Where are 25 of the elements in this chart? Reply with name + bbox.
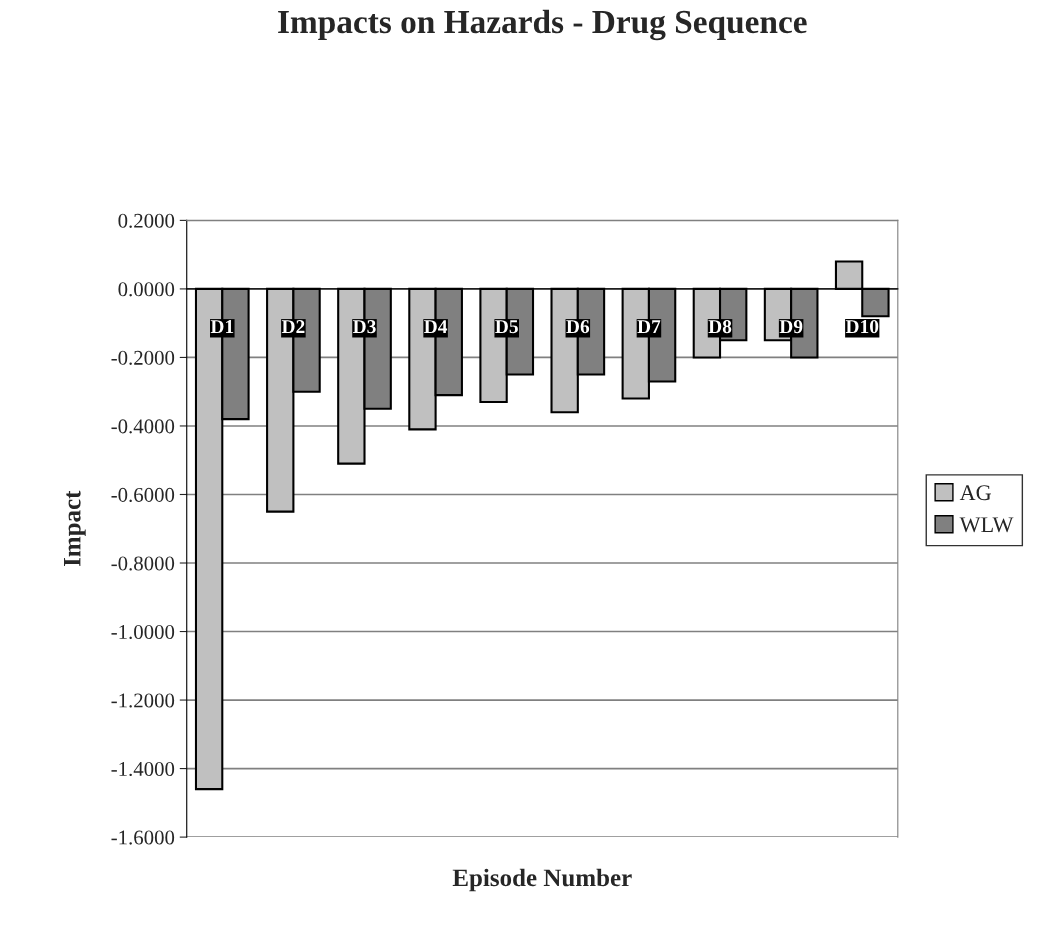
legend-label: WLW [959, 517, 1014, 533]
x-tick-label: D1 [210, 320, 234, 333]
y-tick-label: -0.6000 [111, 487, 175, 503]
x-tick-label: D8 [708, 320, 732, 334]
x-tick-label: D7 [637, 320, 661, 333]
x-axis-title: Episode Number [452, 868, 632, 892]
y-tick-label: -1.0000 [111, 624, 175, 640]
x-tick-label: D4 [424, 320, 448, 333]
x-tick-label: D2 [281, 320, 305, 333]
y-tick-label: -1.4000 [111, 761, 175, 777]
y-axis-title: Impact [64, 490, 86, 567]
legend-label: AG [959, 485, 991, 501]
y-tick-label: -1.2000 [111, 693, 175, 708]
y-tick-label: -0.8000 [111, 556, 175, 571]
x-tick-label: D6 [566, 320, 590, 334]
y-tick-label: -0.4000 [111, 419, 175, 434]
x-tick-label: D3 [352, 320, 376, 334]
y-tick-label: 0.2000 [118, 213, 175, 228]
y-tick-label: -0.2000 [111, 350, 175, 365]
x-tick-label: D10 [845, 320, 879, 334]
y-tick-label: -1.6000 [111, 830, 175, 845]
x-tick-label: D9 [779, 320, 803, 334]
y-tick-label: 0.0000 [118, 282, 175, 297]
x-tick-label: D5 [495, 320, 518, 334]
chart-title: Impacts on Hazards - Drug Sequence [278, 9, 807, 41]
